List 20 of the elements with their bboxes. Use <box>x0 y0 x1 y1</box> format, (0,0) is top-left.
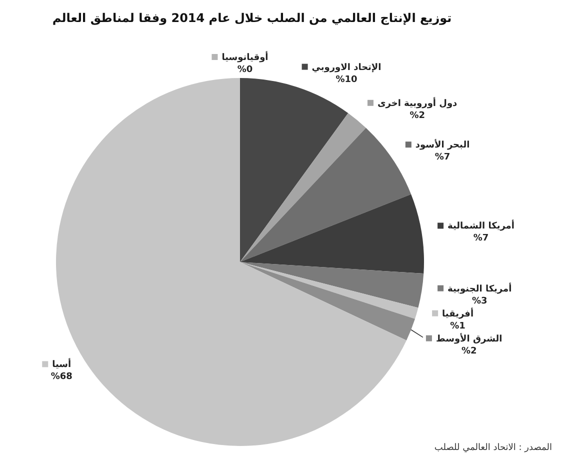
legend-label: أمريكا الشمالية <box>448 220 514 232</box>
data-label: %2 <box>410 110 425 121</box>
data-label: %1 <box>450 321 466 332</box>
legend-label: أسيا <box>52 358 72 370</box>
chart-title: توزيع الإنتاج العالمي من الصلب خلال عام 2014 وفقا لمناطق العالم <box>52 11 452 25</box>
legend-label: الشرق الأوسط <box>436 332 502 344</box>
data-label: %7 <box>434 152 450 163</box>
data-label: %3 <box>472 296 488 306</box>
data-label: %68 <box>50 372 72 382</box>
data-label: %7 <box>473 234 489 244</box>
legend-label: البحر الأسود <box>415 138 470 151</box>
data-label: %10 <box>336 74 358 85</box>
legend-label: أفريقيا <box>442 307 474 320</box>
legend-label: الإتحاد الاوروبي <box>312 62 382 73</box>
text: المصدر : الاتحاد العالمي للصلب <box>434 443 552 453</box>
legend-label: أمريكا الجنوبية <box>448 282 512 294</box>
data-label: %2 <box>461 346 477 356</box>
legend-label: أوقيانوسيا <box>222 51 268 63</box>
legend-label: دول أوروبية اخرى <box>377 96 458 109</box>
text: %0 <box>237 65 253 75</box>
